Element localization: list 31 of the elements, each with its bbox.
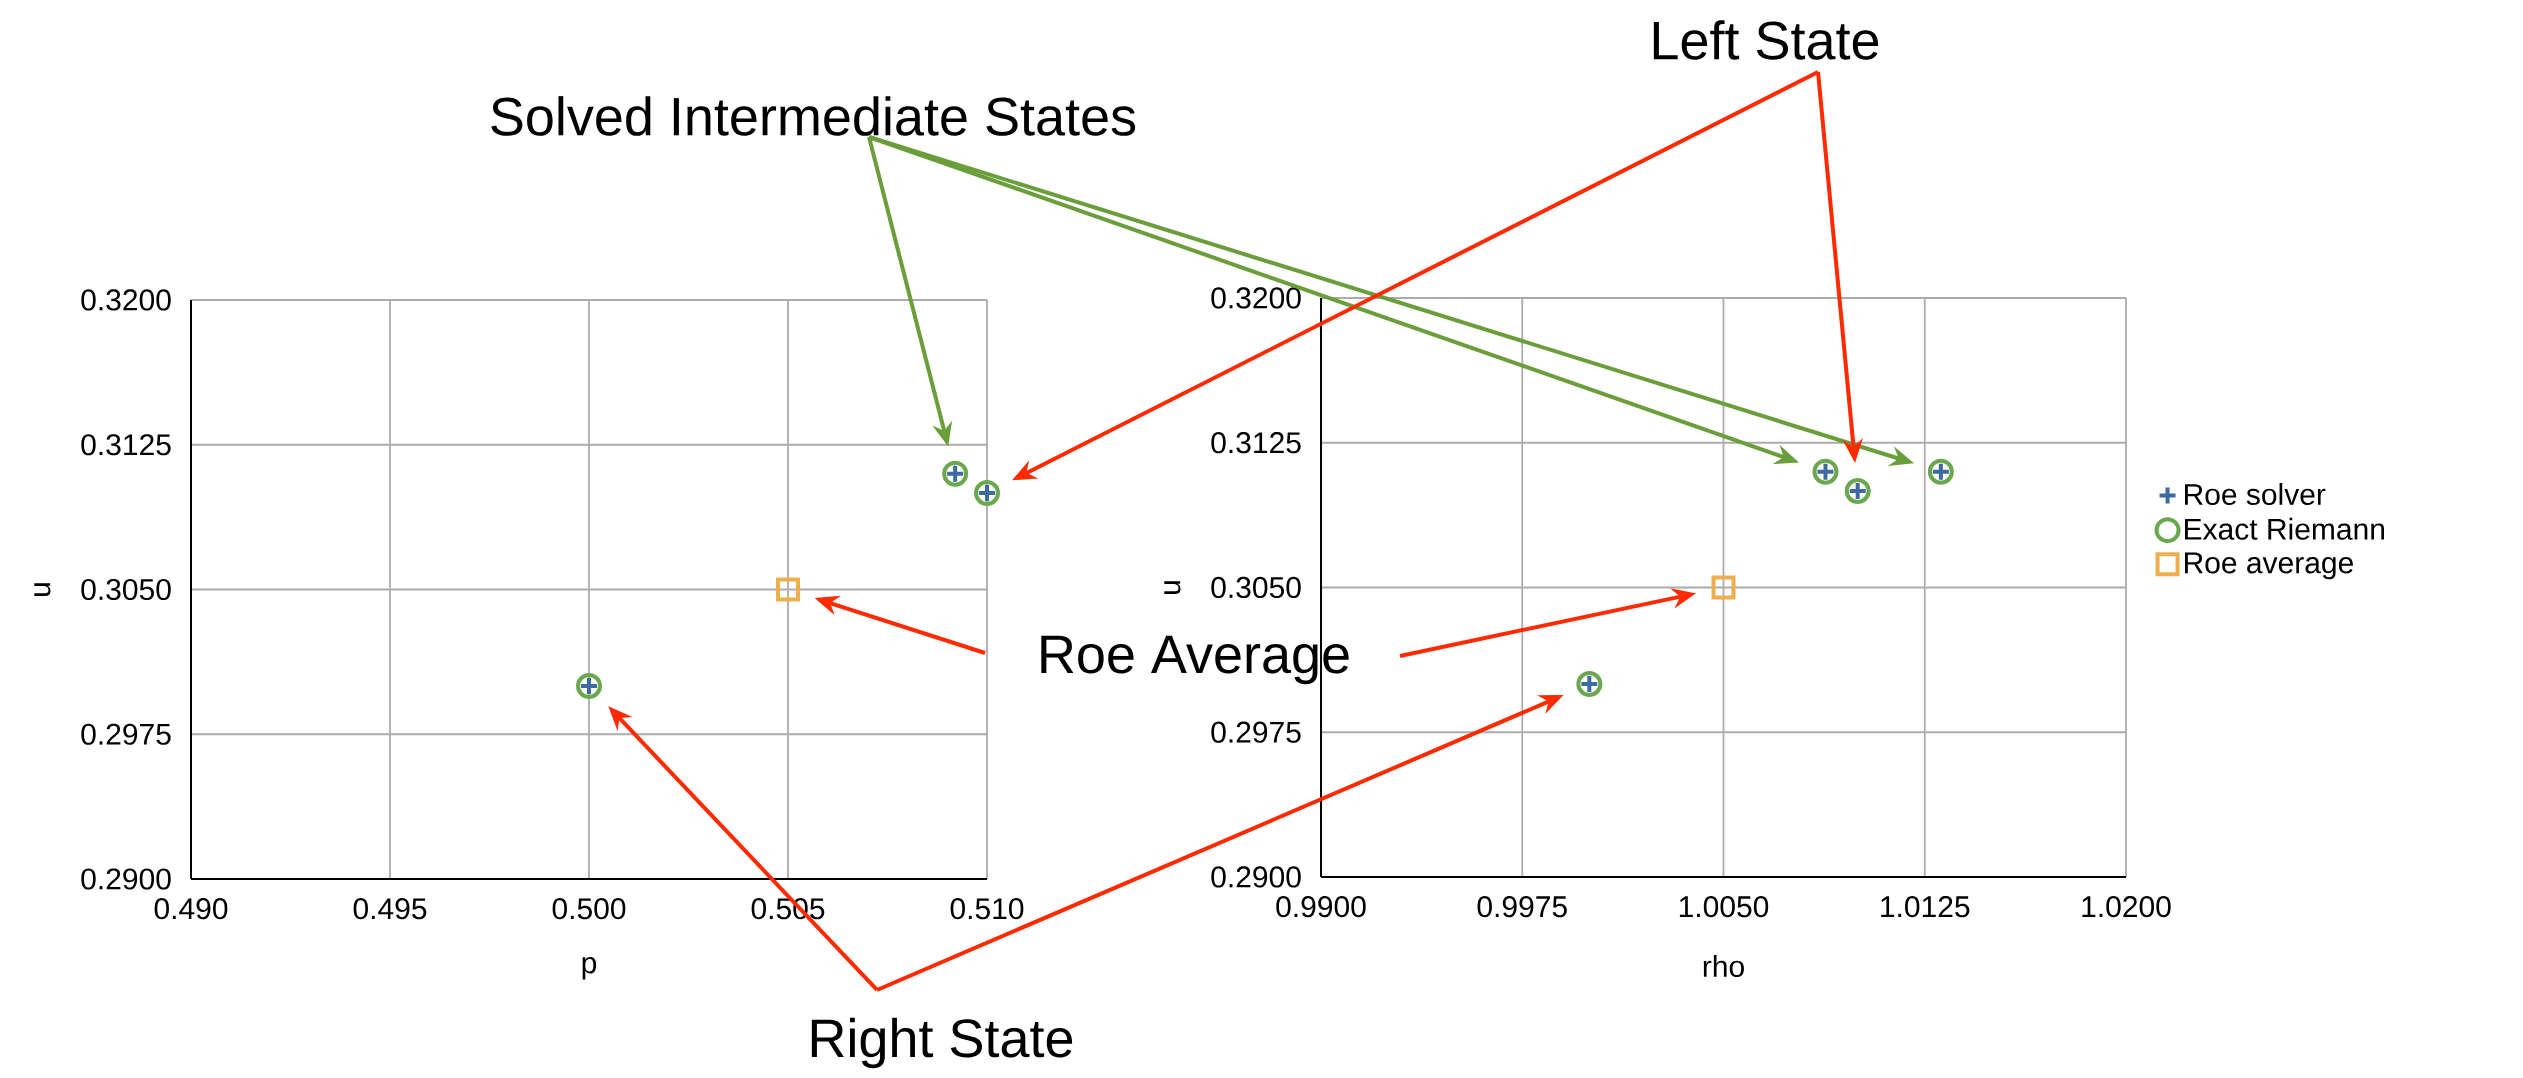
text: Right State — [811, 1017, 1073, 1069]
y-tick-label: 0.3050 — [1211, 576, 1301, 599]
legend-label: Roe solver — [2185, 483, 2326, 506]
x-tick-label: 0.490 — [154, 898, 228, 920]
text: Left State — [1653, 20, 1879, 60]
y-tick-label: 0.2975 — [81, 723, 171, 745]
y-tick-label: 0.3200 — [1211, 287, 1301, 309]
text: Solved Intermediate States — [491, 96, 1136, 136]
y-tick-label: 0.3200 — [81, 289, 171, 311]
y-tick-label: 0.2975 — [1211, 721, 1301, 743]
x-tick-label: 1.0050 — [1679, 896, 1769, 918]
x-tick-label: 1.0200 — [2082, 896, 2171, 918]
x-axis-title: p — [582, 957, 597, 980]
point — [1711, 575, 1736, 600]
y-tick-label: 0.2900 — [1211, 866, 1301, 888]
x-tick-label: 0.510 — [950, 898, 1024, 920]
x-tick-label: 0.500 — [552, 898, 626, 920]
y-axis-title: u — [34, 583, 51, 596]
x-tick-label: 1.0125 — [1881, 896, 1970, 918]
y-tick-label: 0.3125 — [81, 434, 171, 456]
y-tick-label: 0.2900 — [81, 868, 171, 890]
x-tick-label: 0.9900 — [1276, 896, 1366, 918]
legend-label: Exact Riemann — [2185, 517, 2384, 540]
y-tick-label: 0.3050 — [81, 578, 171, 601]
y-axis-title: u — [1164, 581, 1181, 594]
legend-label: Roe average — [2185, 552, 2353, 580]
y-tick-label: 0.3125 — [1211, 432, 1301, 454]
x-tick-label: 0.495 — [353, 898, 427, 920]
point — [776, 577, 800, 602]
x-tick-label: 0.9975 — [1477, 896, 1567, 918]
x-axis-title: rho — [1703, 955, 1744, 978]
